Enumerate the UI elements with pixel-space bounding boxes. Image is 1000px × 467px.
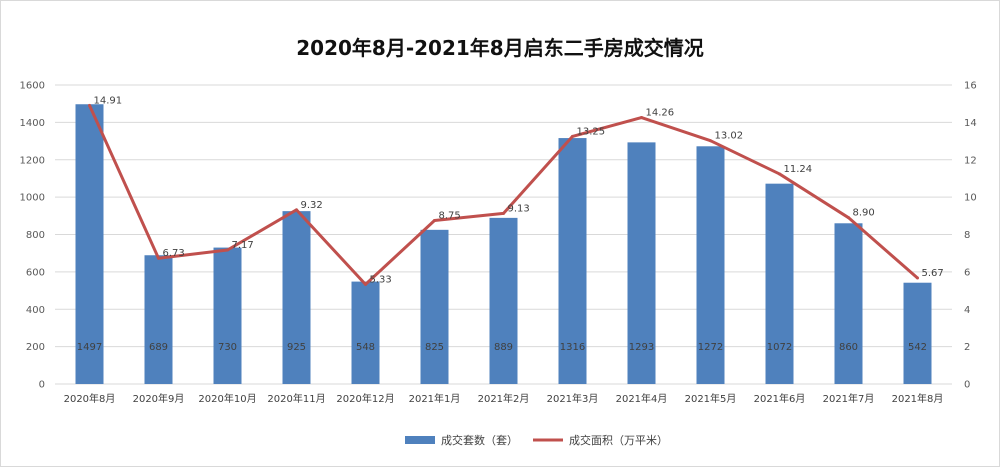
bar-value-label: 825 bbox=[425, 342, 444, 353]
y-right-tick-label: 6 bbox=[964, 267, 970, 278]
x-tick-label: 2021年6月 bbox=[754, 392, 806, 405]
x-tick-label: 2021年3月 bbox=[547, 392, 599, 405]
chart-title: 2020年8月-2021年8月启东二手房成交情况 bbox=[296, 36, 704, 60]
bar-value-label: 1293 bbox=[629, 342, 654, 353]
bar bbox=[489, 217, 518, 384]
x-tick-label: 2021年8月 bbox=[892, 392, 944, 405]
y-right-tick-label: 4 bbox=[964, 305, 970, 316]
bar-value-label: 889 bbox=[494, 342, 513, 353]
line-value-label: 9.32 bbox=[301, 200, 323, 211]
x-tick-label: 2020年11月 bbox=[267, 392, 325, 405]
line-point bbox=[502, 211, 505, 215]
y-right-tick-label: 10 bbox=[964, 193, 977, 204]
bar-value-label: 548 bbox=[356, 342, 375, 353]
bar bbox=[213, 247, 242, 384]
y-right-tick-label: 12 bbox=[964, 155, 977, 166]
line-value-label: 14.91 bbox=[94, 95, 123, 106]
y-right-tick-label: 16 bbox=[964, 81, 977, 92]
bar bbox=[696, 146, 725, 384]
line-point bbox=[157, 256, 160, 260]
y-right-tick-label: 0 bbox=[964, 380, 970, 391]
bar bbox=[765, 183, 794, 384]
line-value-label: 5.67 bbox=[922, 268, 944, 279]
line-value-label: 14.26 bbox=[646, 108, 675, 119]
x-tick-label: 2021年2月 bbox=[478, 392, 530, 405]
line-point bbox=[778, 172, 781, 176]
x-tick-label: 2021年5月 bbox=[685, 392, 737, 405]
bar-value-label: 1072 bbox=[767, 342, 792, 353]
legend-label-bars: 成交套数（套） bbox=[441, 433, 518, 447]
y-right-tick-label: 2 bbox=[964, 342, 970, 353]
x-tick-label: 2021年1月 bbox=[409, 392, 461, 405]
x-tick-label: 2020年8月 bbox=[64, 392, 116, 405]
line-point bbox=[709, 139, 712, 143]
line-value-label: 5.33 bbox=[370, 274, 392, 285]
y-left-tick-label: 400 bbox=[26, 305, 45, 316]
line-point bbox=[295, 208, 298, 212]
line-point bbox=[364, 282, 367, 286]
line-value-label: 13.02 bbox=[715, 131, 744, 142]
bar bbox=[75, 104, 104, 385]
line-value-label: 8.90 bbox=[853, 208, 875, 219]
y-left-tick-label: 800 bbox=[26, 230, 45, 241]
line-value-label: 13.25 bbox=[577, 126, 606, 137]
x-tick-label: 2020年12月 bbox=[336, 392, 394, 405]
legend-label-line: 成交面积（万平米） bbox=[569, 433, 668, 447]
line-point bbox=[640, 116, 643, 120]
line-point bbox=[847, 216, 850, 220]
bar bbox=[627, 142, 656, 384]
y-left-tick-label: 600 bbox=[26, 267, 45, 278]
line-value-label: 11.24 bbox=[784, 164, 813, 175]
legend-swatch-bars bbox=[405, 436, 435, 444]
x-tick-label: 2020年9月 bbox=[133, 392, 185, 405]
line-value-label: 8.75 bbox=[439, 210, 461, 221]
bar bbox=[903, 282, 932, 384]
x-tick-label: 2021年7月 bbox=[823, 392, 875, 405]
y-left-tick-label: 1600 bbox=[20, 81, 45, 92]
line-point bbox=[88, 103, 91, 107]
bar bbox=[834, 223, 863, 384]
y-left-tick-label: 0 bbox=[39, 380, 45, 391]
bar-value-label: 689 bbox=[149, 342, 168, 353]
line-value-label: 9.13 bbox=[508, 203, 530, 214]
y-left-tick-label: 200 bbox=[26, 342, 45, 353]
bar bbox=[420, 229, 449, 384]
bar bbox=[351, 281, 380, 384]
bar bbox=[144, 255, 173, 384]
bar-value-label: 1316 bbox=[560, 342, 585, 353]
bar-value-label: 542 bbox=[908, 342, 927, 353]
bar-value-label: 1272 bbox=[698, 342, 723, 353]
line-value-label: 6.73 bbox=[163, 248, 185, 259]
y-left-tick-label: 1000 bbox=[20, 193, 45, 204]
bar bbox=[558, 138, 587, 384]
bar bbox=[282, 211, 311, 384]
line-point bbox=[226, 248, 229, 252]
bar-value-label: 1497 bbox=[77, 342, 102, 353]
y-left-tick-label: 1400 bbox=[20, 118, 45, 129]
y-right-tick-label: 8 bbox=[964, 230, 970, 241]
y-right-tick-label: 14 bbox=[964, 118, 977, 129]
bar-value-label: 860 bbox=[839, 342, 858, 353]
line-point bbox=[433, 218, 436, 222]
line-point bbox=[571, 134, 574, 138]
x-tick-label: 2021年4月 bbox=[616, 392, 668, 405]
line-point bbox=[916, 276, 919, 280]
bar-value-label: 925 bbox=[287, 342, 306, 353]
x-tick-label: 2020年10月 bbox=[198, 392, 256, 405]
bar-value-label: 730 bbox=[218, 342, 237, 353]
y-left-tick-label: 1200 bbox=[20, 155, 45, 166]
line-value-label: 7.17 bbox=[232, 240, 254, 251]
